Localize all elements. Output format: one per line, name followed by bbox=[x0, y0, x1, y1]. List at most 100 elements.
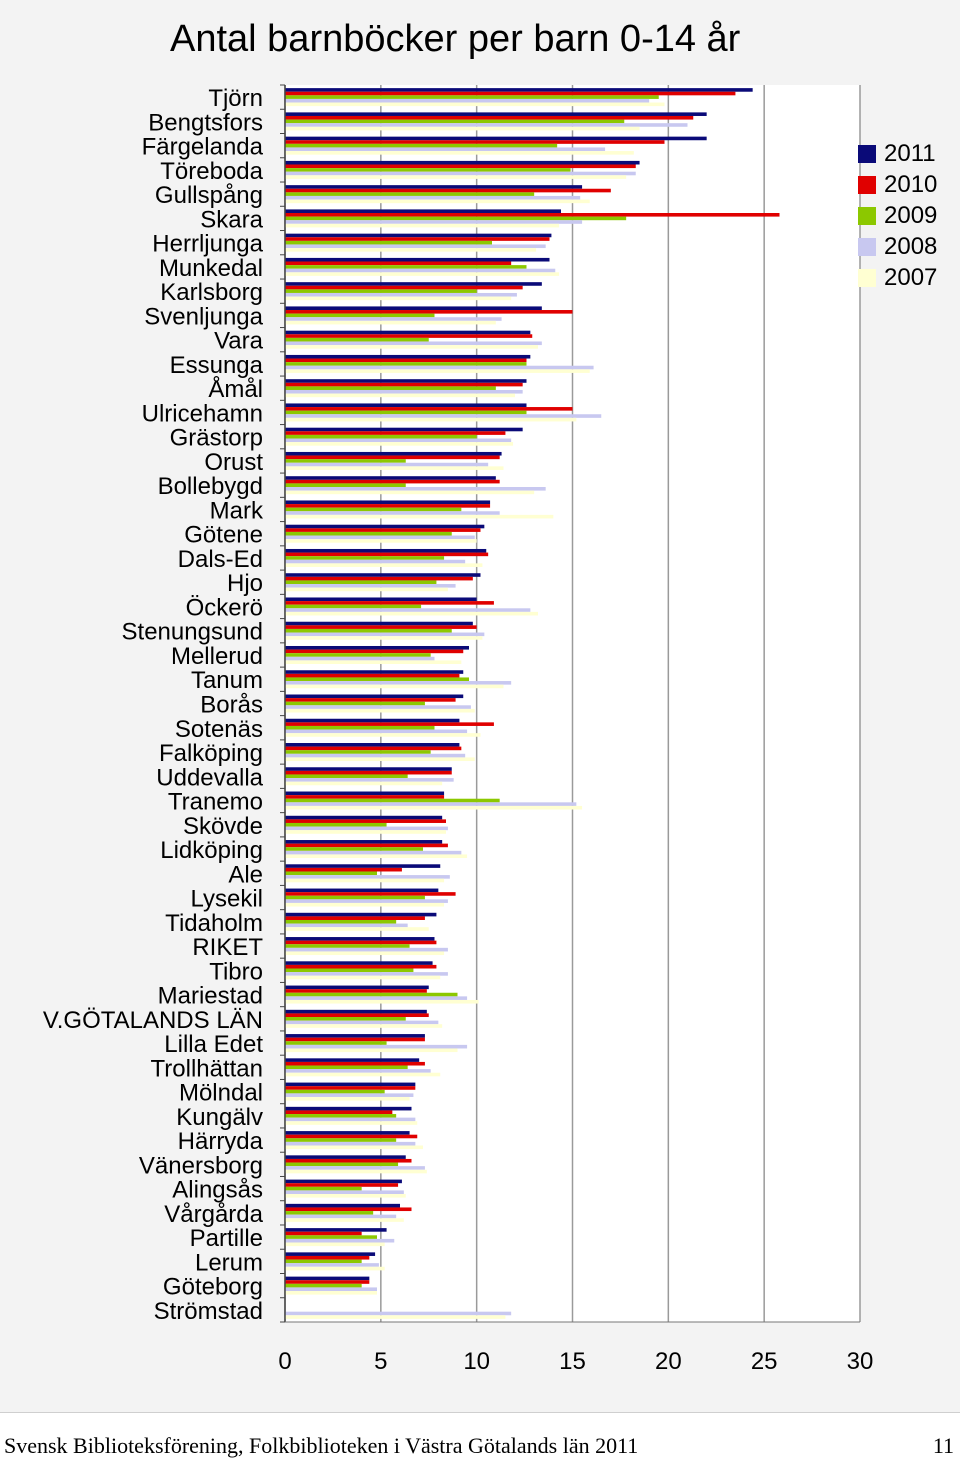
bar bbox=[285, 708, 475, 713]
bar bbox=[285, 1117, 416, 1122]
bar bbox=[285, 1252, 376, 1256]
bar bbox=[285, 185, 583, 189]
bar bbox=[285, 237, 550, 241]
bar bbox=[285, 743, 460, 747]
bar bbox=[285, 871, 377, 876]
bar bbox=[285, 1266, 385, 1271]
bar bbox=[285, 985, 429, 990]
bar bbox=[285, 535, 475, 540]
category-label: Grästorp bbox=[170, 425, 263, 452]
bar bbox=[285, 1155, 406, 1159]
category-labels: TjörnBengtsforsFärgelandaTörebodaGullspå… bbox=[43, 85, 264, 1325]
bar bbox=[285, 601, 494, 605]
bar bbox=[285, 1235, 377, 1239]
bar bbox=[285, 119, 625, 124]
bar bbox=[285, 1186, 362, 1191]
bar bbox=[285, 1096, 410, 1101]
bar bbox=[285, 483, 406, 488]
bar bbox=[285, 365, 594, 370]
bar bbox=[285, 98, 650, 103]
bar bbox=[285, 1086, 416, 1090]
category-label: Vänersborg bbox=[139, 1152, 263, 1179]
category-label: Hjo bbox=[227, 570, 263, 597]
bar bbox=[285, 369, 590, 373]
bar bbox=[285, 1082, 416, 1087]
category-label: Gullspång bbox=[155, 182, 263, 209]
bar bbox=[285, 358, 527, 363]
category-label: Ulricehamn bbox=[142, 400, 263, 427]
bar bbox=[285, 815, 443, 820]
bar bbox=[285, 476, 496, 480]
category-label: RIKET bbox=[192, 934, 263, 961]
bar bbox=[285, 248, 537, 252]
bar bbox=[285, 937, 435, 941]
bar bbox=[285, 514, 554, 519]
legend-item: 2008 bbox=[858, 231, 937, 262]
bar bbox=[285, 1110, 393, 1115]
category-label: Vara bbox=[214, 328, 264, 355]
bar bbox=[285, 466, 504, 470]
bar bbox=[285, 899, 448, 903]
bar bbox=[285, 341, 542, 346]
category-label: Tidaholm bbox=[165, 910, 263, 937]
category-label: Mariestad bbox=[158, 983, 263, 1010]
bar bbox=[285, 968, 414, 973]
category-label: Åmål bbox=[208, 375, 263, 403]
bar bbox=[285, 1214, 397, 1219]
bar bbox=[285, 292, 517, 297]
x-tick-labels: 0 5 10 15 20 25 30 bbox=[278, 1348, 873, 1375]
bar bbox=[285, 1207, 412, 1212]
bar bbox=[285, 1287, 377, 1292]
bar bbox=[285, 1069, 431, 1073]
category-label: Lerum bbox=[195, 1249, 263, 1276]
bar bbox=[285, 681, 512, 685]
bar bbox=[285, 989, 427, 993]
bar bbox=[285, 947, 448, 952]
bar bbox=[285, 1034, 425, 1038]
bar bbox=[285, 722, 494, 726]
bar bbox=[285, 1131, 410, 1135]
bar bbox=[285, 1179, 402, 1184]
bar bbox=[285, 864, 441, 868]
bar bbox=[285, 1228, 387, 1232]
bar bbox=[285, 843, 448, 848]
category-label: Orust bbox=[204, 449, 263, 476]
category-label: Götene bbox=[184, 522, 263, 549]
bar bbox=[285, 1024, 443, 1028]
legend-label: 2008 bbox=[884, 232, 938, 260]
bar bbox=[285, 272, 560, 276]
bar bbox=[285, 992, 458, 997]
bar bbox=[285, 725, 435, 730]
bar bbox=[285, 753, 466, 758]
bar bbox=[285, 548, 487, 553]
bar bbox=[285, 160, 640, 165]
bar bbox=[285, 531, 452, 536]
axes bbox=[280, 84, 860, 1323]
bar bbox=[285, 559, 466, 564]
bar bbox=[285, 199, 590, 204]
bar bbox=[285, 379, 527, 383]
category-label: Göteborg bbox=[163, 1274, 263, 1301]
bar bbox=[285, 1166, 425, 1170]
bar bbox=[285, 850, 462, 855]
bar bbox=[285, 451, 502, 456]
bar bbox=[285, 1158, 412, 1163]
bar bbox=[285, 805, 583, 810]
bar bbox=[285, 698, 456, 702]
bar bbox=[285, 587, 448, 592]
bar bbox=[285, 1041, 387, 1045]
bar bbox=[285, 151, 634, 155]
legend-label: 2007 bbox=[884, 263, 938, 291]
bar bbox=[285, 1106, 412, 1111]
bar bbox=[285, 317, 502, 321]
x-tick-label: 5 bbox=[374, 1348, 387, 1375]
bar bbox=[285, 268, 556, 273]
category-label: Herrljunga bbox=[152, 231, 263, 258]
bar bbox=[285, 88, 753, 92]
bar bbox=[285, 961, 433, 965]
x-tick-label: 30 bbox=[847, 1348, 874, 1375]
chart-title: Antal barnböcker per barn 0-14 år bbox=[170, 18, 741, 60]
category-label: Bengtsfors bbox=[148, 109, 263, 136]
bar bbox=[285, 632, 485, 637]
bar bbox=[285, 296, 512, 301]
